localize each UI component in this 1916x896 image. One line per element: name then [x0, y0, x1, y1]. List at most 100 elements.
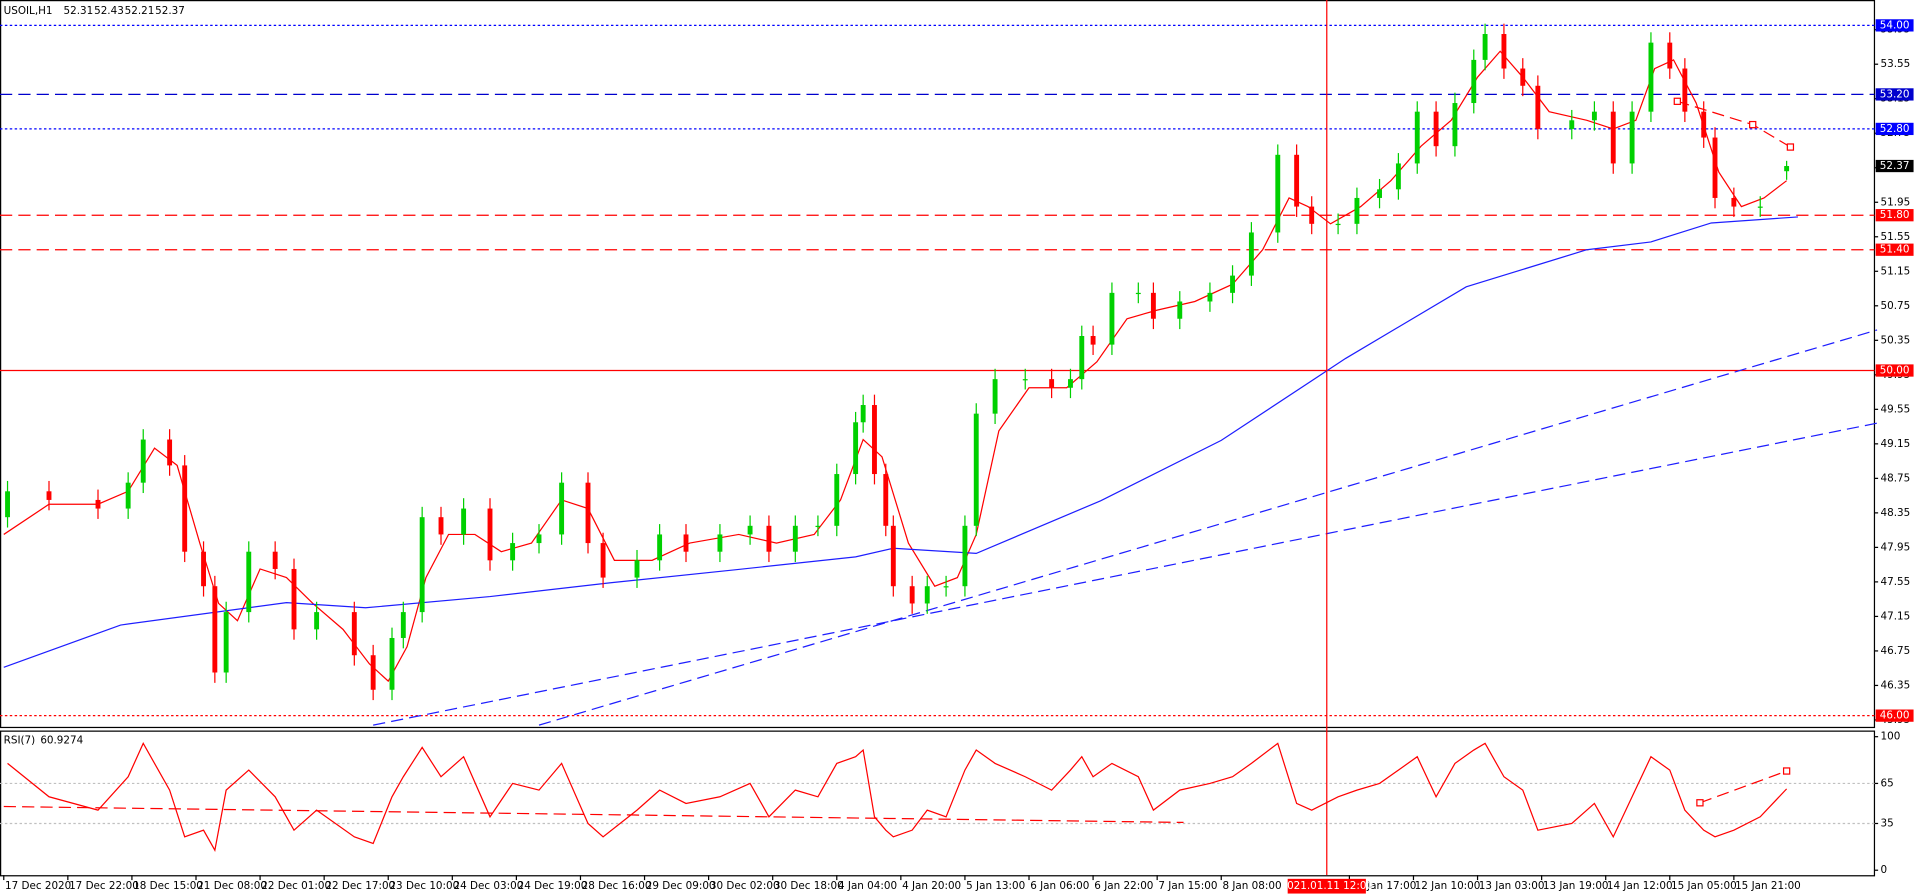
- y-tick-label: 47.95: [1881, 541, 1911, 553]
- candle-body: [1784, 166, 1790, 172]
- candle-body: [1433, 111, 1439, 147]
- candle-body: [1712, 137, 1718, 198]
- trend-line: [1699, 770, 1787, 804]
- candle-body: [1452, 103, 1458, 147]
- y-tick-label: 48.35: [1881, 507, 1911, 519]
- ohlc-value: 52.31: [64, 5, 94, 17]
- candle-body: [1482, 34, 1488, 60]
- ohlc-value: 52.21: [125, 5, 155, 17]
- candle-body: [1501, 34, 1507, 69]
- y-tick-label: 51.95: [1881, 196, 1911, 208]
- trend-point: [1696, 799, 1704, 807]
- candle-body: [1135, 292, 1141, 295]
- y-tick-label: 65: [1881, 777, 1894, 789]
- ohlc-value: 52.37: [155, 5, 185, 17]
- candle-body: [1309, 206, 1315, 224]
- x-tick-label: 24 Dec 03:00: [454, 880, 524, 892]
- candle-body: [860, 405, 866, 423]
- candle-body: [201, 551, 206, 587]
- y-tick-label: 35: [1881, 817, 1894, 829]
- candle-body: [272, 551, 278, 569]
- trend-point: [1673, 97, 1681, 105]
- candle-body: [962, 525, 968, 587]
- level-label: 51.40: [1880, 244, 1910, 256]
- candle-body: [400, 612, 406, 638]
- x-tick-label: 8 Jan 08:00: [1222, 880, 1281, 892]
- candle-body: [853, 422, 859, 475]
- level-label-box: [1875, 122, 1914, 136]
- x-tick-label: 6 Jan 06:00: [1030, 880, 1089, 892]
- candle-body: [1177, 301, 1183, 319]
- x-tick-label: 12 Jan 10:00: [1415, 880, 1481, 892]
- x-tick-label: 23 Dec 10:00: [389, 880, 459, 892]
- y-tick-label: 51.15: [1881, 265, 1911, 277]
- candle-body: [943, 586, 949, 588]
- candle-body: [815, 525, 821, 528]
- y-tick-label: 49.55: [1881, 403, 1911, 415]
- candle-body: [1610, 111, 1616, 164]
- y-tick-label: 51.55: [1881, 231, 1911, 243]
- candle-body: [1757, 206, 1763, 208]
- x-tick-label: 17 Dec 2020: [5, 880, 71, 892]
- candle-body: [792, 525, 798, 552]
- y-tick-label: 0: [1881, 864, 1888, 876]
- candle-body: [1377, 189, 1382, 198]
- candle-body: [487, 508, 493, 561]
- candle-body: [182, 465, 188, 552]
- candle-body: [212, 586, 218, 673]
- candle-body: [140, 439, 146, 483]
- y-tick-label: 50.75: [1881, 300, 1911, 312]
- x-tick-label: 18 Dec 15:00: [133, 880, 203, 892]
- moving-average: [3, 216, 1798, 668]
- candle-body: [46, 491, 52, 500]
- y-tick-label: 47.15: [1881, 610, 1911, 622]
- indicator-title: RSI(7): [4, 734, 36, 746]
- level-label: 46.00: [1880, 710, 1910, 722]
- x-tick-label: 4 Jan 20:00: [902, 880, 961, 892]
- x-tick-label: 15 Jan 05:00: [1671, 880, 1737, 892]
- crosshair-label: 2021.01.11 12:00: [1280, 880, 1373, 892]
- candle-body: [585, 482, 591, 544]
- candle-body: [1294, 154, 1300, 207]
- x-tick-label: 13 Jan 19:00: [1543, 880, 1609, 892]
- level-label-box: [1875, 243, 1914, 256]
- ohlc-value: 52.43: [94, 5, 124, 17]
- y-tick-label: 46.35: [1881, 679, 1911, 691]
- x-tick-label: 13 Jan 03:00: [1479, 880, 1545, 892]
- symbol: USOIL,H1: [4, 5, 53, 17]
- trend-point: [1786, 143, 1795, 151]
- candle-body: [747, 525, 753, 535]
- trend-point: [1749, 120, 1757, 129]
- level-label-box: [1875, 709, 1914, 722]
- candle-body: [1520, 68, 1526, 86]
- candle-body: [1395, 163, 1401, 190]
- x-tick-label: 7 Jan 15:00: [1158, 880, 1217, 892]
- candle-body: [1535, 85, 1541, 129]
- level-label: 54.00: [1880, 19, 1910, 31]
- trend-point: [1782, 767, 1791, 775]
- level-label: 51.80: [1880, 209, 1910, 221]
- trend-line: [538, 329, 1878, 726]
- x-tick-label: 30 Dec 18:00: [774, 880, 844, 892]
- candle-body: [95, 499, 101, 509]
- indicator-line: [7, 742, 1788, 852]
- candle-body: [634, 560, 640, 578]
- y-tick-label: 49.15: [1881, 438, 1911, 450]
- x-tick-label: 11 Jan 17:00: [1351, 880, 1417, 892]
- level-label-box: [1875, 88, 1914, 101]
- candle-body: [1591, 111, 1597, 121]
- x-tick-label: 17 Dec 22:00: [69, 880, 139, 892]
- y-tick-label: 53.55: [1881, 58, 1911, 70]
- y-tick-label: 47.55: [1881, 576, 1911, 588]
- price-label-box: [1875, 159, 1914, 173]
- candle-body: [1079, 335, 1085, 380]
- candle-body: [536, 534, 542, 544]
- panel-frame: [0, 0, 1876, 729]
- x-tick-label: 24 Dec 19:00: [518, 880, 588, 892]
- y-tick-label: 50.35: [1881, 334, 1911, 346]
- candle-body: [766, 525, 772, 552]
- candle-body: [1049, 379, 1055, 388]
- candle-body: [1731, 197, 1737, 207]
